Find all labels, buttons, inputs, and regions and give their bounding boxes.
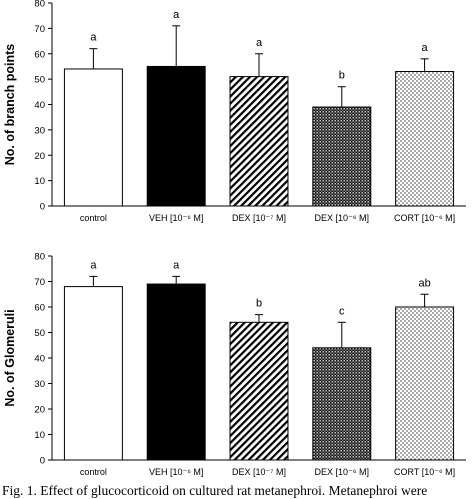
- figure-caption: Fig. 1. Effect of glucocorticoid on cult…: [2, 483, 428, 498]
- significance-label: a: [173, 9, 180, 21]
- bar: [229, 321, 289, 461]
- significance-label: b: [256, 298, 262, 310]
- bar: [312, 347, 372, 461]
- bar: [146, 283, 206, 461]
- bar: [395, 306, 455, 461]
- significance-label: a: [256, 37, 263, 49]
- y-tick-label: 10: [34, 430, 45, 441]
- significance-label: c: [339, 305, 345, 317]
- significance-label: b: [339, 70, 345, 82]
- y-tick-label: 10: [34, 176, 45, 187]
- figure: 0 10 20 30 40 50 60 70 80 No. of branch points a co…: [3, 0, 466, 477]
- y-tick-label: 80: [34, 252, 45, 263]
- y-tick-label: 60: [34, 303, 45, 314]
- y-tick-label: 0: [40, 202, 45, 213]
- glomeruli-chart: 0 10 20 30 40 50 60 70 80 No. of Glomeruli a contro…: [3, 252, 466, 477]
- bar: [146, 65, 206, 207]
- significance-label: a: [90, 259, 97, 271]
- category-label: VEH [10⁻⁶ M]: [149, 467, 203, 477]
- category-label: DEX [10⁻⁷ M]: [232, 213, 286, 223]
- y-tick-label: 50: [34, 328, 45, 339]
- significance-label: a: [422, 42, 429, 54]
- y-tick-label: 80: [34, 0, 45, 10]
- bar: [395, 71, 455, 207]
- y-tick-label: 20: [34, 405, 45, 416]
- y-tick-label: 30: [34, 125, 45, 136]
- y-tick-label: 20: [34, 151, 45, 162]
- category-label: VEH [10⁻⁶ M]: [149, 213, 203, 223]
- significance-label: a: [173, 259, 180, 271]
- y-tick-label: 30: [34, 379, 45, 390]
- y-tick-label: 40: [34, 354, 45, 365]
- y-tick-label: 0: [40, 456, 45, 467]
- y-axis-label: No. of Glomeruli: [3, 309, 17, 406]
- y-tick-label: 50: [34, 75, 45, 86]
- category-label: control: [80, 213, 107, 223]
- y-tick-label: 40: [34, 100, 45, 111]
- category-label: DEX [10⁻⁶ M]: [315, 467, 369, 477]
- y-tick-label: 70: [34, 277, 45, 288]
- branch-points-chart: 0 10 20 30 40 50 60 70 80 No. of branch points a co…: [3, 0, 466, 223]
- bar: [63, 68, 123, 207]
- category-label: control: [80, 467, 107, 477]
- y-axis-label: No. of branch points: [3, 44, 17, 166]
- y-tick-label: 70: [34, 24, 45, 35]
- y-tick-label: 60: [34, 49, 45, 60]
- significance-label: ab: [418, 277, 430, 289]
- category-label: CORT [10⁻⁶ M]: [394, 213, 455, 223]
- bar: [63, 286, 123, 461]
- category-label: DEX [10⁻⁷ M]: [232, 467, 286, 477]
- category-label: DEX [10⁻⁶ M]: [315, 213, 369, 223]
- significance-label: a: [90, 32, 97, 44]
- category-label: CORT [10⁻⁶ M]: [394, 467, 455, 477]
- bar: [312, 106, 372, 207]
- bar: [229, 76, 289, 207]
